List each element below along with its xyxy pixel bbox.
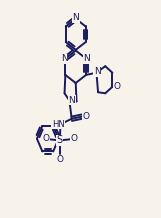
- Text: O: O: [70, 134, 77, 143]
- Text: N: N: [84, 54, 90, 63]
- Text: N: N: [61, 54, 68, 63]
- Text: S: S: [57, 135, 63, 145]
- Text: N: N: [72, 13, 79, 22]
- Text: O: O: [56, 155, 63, 164]
- Text: O: O: [83, 112, 90, 121]
- Text: N: N: [68, 96, 75, 105]
- Text: O: O: [113, 82, 120, 91]
- Text: O: O: [42, 134, 49, 143]
- Text: HN: HN: [52, 120, 65, 129]
- Text: N: N: [94, 67, 101, 76]
